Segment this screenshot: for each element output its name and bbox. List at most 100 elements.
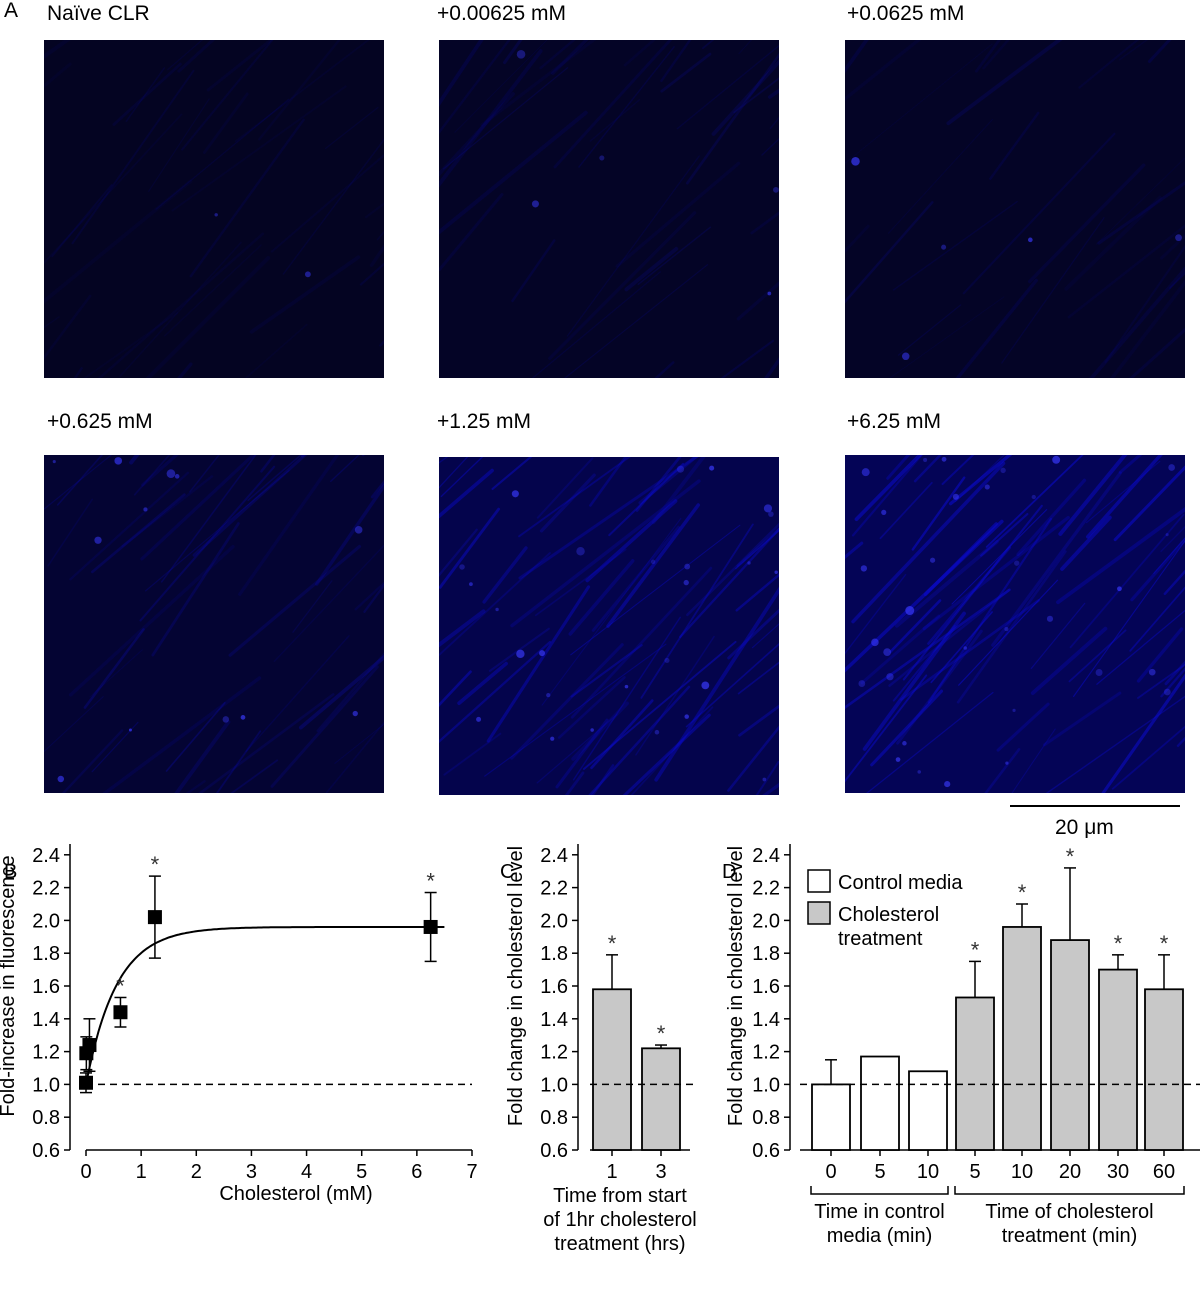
d-legend-swatch-1 bbox=[807, 901, 831, 925]
image-label-naive: Naïve CLR bbox=[47, 2, 150, 25]
d-bar-5 bbox=[1050, 939, 1090, 1151]
b-xlabel: Cholesterol (mM) bbox=[219, 1183, 372, 1205]
c-ytick-label-5: 1.6 bbox=[540, 976, 568, 998]
d-group-label-0-0: Time in control bbox=[814, 1201, 944, 1223]
image-label-1.25: +1.25 mM bbox=[437, 410, 531, 433]
panel-b: B0.60.81.01.21.41.61.82.02.22.42.6Fold-i… bbox=[0, 844, 478, 1205]
b-point-2 bbox=[82, 1038, 97, 1053]
d-ytick-label-0: 0.6 bbox=[752, 1140, 780, 1162]
micrograph-00625 bbox=[439, 40, 779, 378]
d-bar-6-sig: * bbox=[1114, 931, 1123, 956]
c-ytick-label-7: 2.0 bbox=[540, 910, 568, 932]
b-ytick-label-1: 0.8 bbox=[32, 1107, 60, 1129]
panel-d-letter: D bbox=[722, 861, 736, 883]
d-group-bracket-0 bbox=[810, 1186, 949, 1195]
charts-bcd: B0.60.81.01.21.41.61.82.02.22.42.6Fold-i… bbox=[0, 844, 1200, 1255]
d-ytick-label-4: 1.4 bbox=[752, 1009, 780, 1031]
d-bar-2 bbox=[908, 1070, 948, 1151]
c-bar-0 bbox=[592, 988, 632, 1151]
d-xtick-label-7: 60 bbox=[1153, 1161, 1175, 1183]
micrograph-6.25 bbox=[845, 455, 1185, 793]
b-ytick-label-9: 2.4 bbox=[32, 845, 60, 867]
d-bar-0 bbox=[811, 1083, 851, 1151]
c-xtick-label-1: 3 bbox=[655, 1161, 666, 1183]
c-ytick-label-2: 1.0 bbox=[540, 1074, 568, 1096]
b-ylabel: Fold-increase in fluorescence bbox=[0, 855, 19, 1116]
d-bar-1 bbox=[860, 1055, 900, 1151]
b-ytick-label-0: 0.6 bbox=[32, 1140, 60, 1162]
d-ytick-label-6: 1.8 bbox=[752, 943, 780, 965]
d-legend-label-1-1: treatment bbox=[838, 928, 923, 950]
c-bar-1 bbox=[641, 1047, 681, 1151]
micrograph-1.25 bbox=[439, 457, 779, 795]
c-ytick-label-6: 1.8 bbox=[540, 943, 568, 965]
image-label-6.25: +6.25 mM bbox=[847, 410, 941, 433]
c-xtick-label-0: 1 bbox=[606, 1161, 617, 1183]
d-xtick-label-2: 10 bbox=[917, 1161, 939, 1183]
b-ytick-label-8: 2.2 bbox=[32, 878, 60, 900]
scale-bar-label: 20 μm bbox=[1055, 816, 1114, 839]
d-bar-5-sig: * bbox=[1066, 844, 1075, 869]
d-ytick-label-7: 2.0 bbox=[752, 910, 780, 932]
d-xtick-label-1: 5 bbox=[874, 1161, 885, 1183]
b-point-5 bbox=[423, 919, 438, 934]
d-ytick-label-1: 0.8 bbox=[752, 1107, 780, 1129]
image-label-0.625: +0.625 mM bbox=[47, 410, 153, 433]
d-legend-label-1-0: Cholesterol bbox=[838, 904, 939, 926]
b-sig-5: * bbox=[426, 869, 435, 894]
d-bar-3 bbox=[955, 996, 995, 1151]
b-xtick-label-1: 1 bbox=[136, 1161, 147, 1183]
b-xtick-label-7: 7 bbox=[466, 1161, 477, 1183]
d-ytick-label-3: 1.2 bbox=[752, 1042, 780, 1064]
image-label-00625: +0.00625 mM bbox=[437, 2, 566, 25]
image-label-0625: +0.0625 mM bbox=[847, 2, 965, 25]
d-xtick-label-0: 0 bbox=[825, 1161, 836, 1183]
c-xlabel-line-0: Time from start bbox=[553, 1185, 687, 1207]
b-fit-curve bbox=[85, 926, 445, 1085]
b-xtick-label-3: 3 bbox=[246, 1161, 257, 1183]
d-xtick-label-3: 5 bbox=[969, 1161, 980, 1183]
b-sig-4: * bbox=[151, 852, 160, 877]
micrograph-naive bbox=[44, 40, 384, 378]
d-ytick-label-8: 2.2 bbox=[752, 878, 780, 900]
c-ytick-label-1: 0.8 bbox=[540, 1107, 568, 1129]
b-point-3 bbox=[113, 1005, 128, 1020]
d-ytick-label-9: 2.4 bbox=[752, 845, 780, 867]
b-xtick-label-0: 0 bbox=[80, 1161, 91, 1183]
c-ytick-label-9: 2.4 bbox=[540, 845, 568, 867]
d-legend-label-0-0: Control media bbox=[838, 872, 963, 894]
b-ytick-label-3: 1.2 bbox=[32, 1042, 60, 1064]
b-ytick-label-4: 1.4 bbox=[32, 1009, 60, 1031]
panel-c-letter: C bbox=[500, 861, 514, 883]
c-xlabel-line-1: of 1hr cholesterol bbox=[543, 1209, 696, 1231]
c-xlabel-line-2: treatment (hrs) bbox=[554, 1233, 685, 1255]
c-ytick-label-8: 2.2 bbox=[540, 878, 568, 900]
b-point-4 bbox=[147, 910, 162, 925]
b-sig-3: * bbox=[116, 973, 125, 998]
d-legend-swatch-0 bbox=[807, 869, 831, 893]
b-xtick-label-4: 4 bbox=[301, 1161, 312, 1183]
b-xtick-label-5: 5 bbox=[356, 1161, 367, 1183]
d-bar-7 bbox=[1144, 988, 1184, 1151]
scale-bar bbox=[1010, 805, 1180, 807]
d-xtick-label-4: 10 bbox=[1011, 1161, 1033, 1183]
b-ytick-label-7: 2.0 bbox=[32, 910, 60, 932]
d-bar-4 bbox=[1002, 926, 1042, 1151]
d-ytick-label-2: 1.0 bbox=[752, 1074, 780, 1096]
d-ylabel: Fold change in cholesterol level bbox=[725, 846, 747, 1126]
panel-c: C0.60.81.01.21.41.61.82.02.22.42.6Fold c… bbox=[500, 844, 697, 1255]
b-ytick-label-2: 1.0 bbox=[32, 1074, 60, 1096]
d-bar-4-sig: * bbox=[1018, 880, 1027, 905]
c-ylabel: Fold change in cholesterol level bbox=[505, 846, 527, 1126]
panel-a-letter: A bbox=[4, 0, 19, 22]
micrograph-0.625 bbox=[44, 455, 384, 793]
c-ytick-label-0: 0.6 bbox=[540, 1140, 568, 1162]
d-group-label-1-0: Time of cholesterol bbox=[985, 1201, 1153, 1223]
d-group-label-0-1: media (min) bbox=[827, 1225, 933, 1247]
d-bar-6 bbox=[1098, 968, 1138, 1151]
b-ytick-label-5: 1.6 bbox=[32, 976, 60, 998]
b-xtick-label-6: 6 bbox=[411, 1161, 422, 1183]
b-ytick-label-6: 1.8 bbox=[32, 943, 60, 965]
c-ytick-label-4: 1.4 bbox=[540, 1009, 568, 1031]
c-bar-1-sig: * bbox=[657, 1021, 666, 1046]
